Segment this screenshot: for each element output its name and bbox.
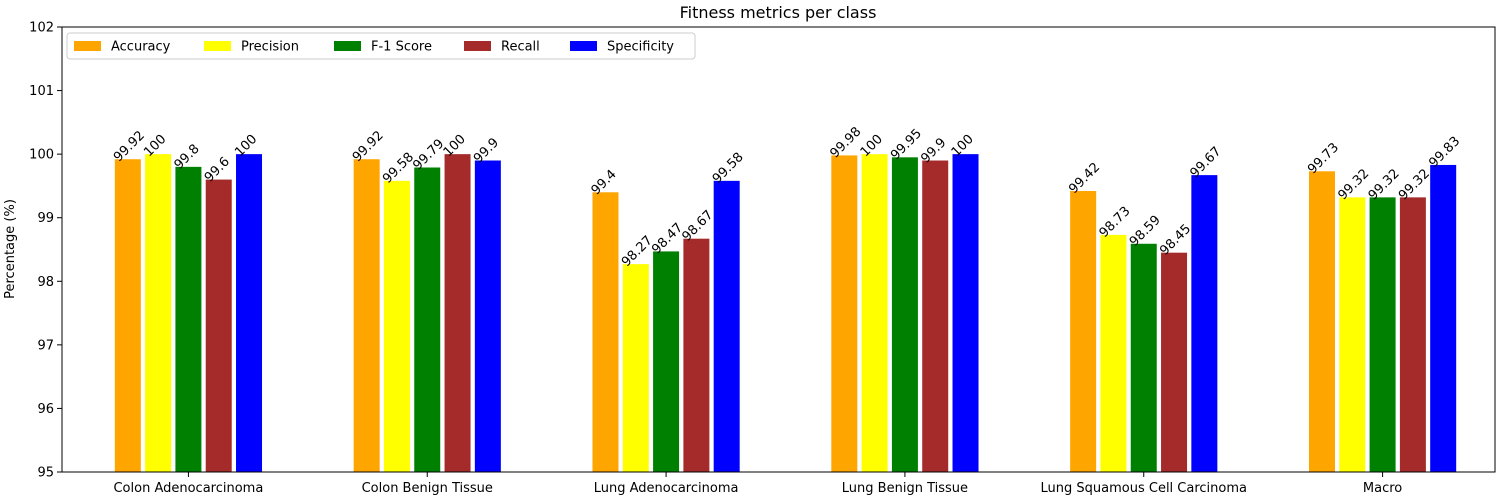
y-tick-label: 101	[29, 84, 54, 99]
x-tick-label: Lung Adenocarcinoma	[594, 481, 739, 496]
bar	[383, 180, 410, 473]
y-axis-label: Percentage (%)	[3, 199, 18, 299]
legend-swatch	[464, 41, 491, 51]
bar	[236, 154, 263, 472]
y-tick-label: 96	[37, 402, 54, 417]
bar	[1339, 197, 1366, 472]
bar	[622, 264, 649, 472]
y-tick-label: 98	[37, 275, 54, 290]
y-tick-label: 95	[37, 466, 54, 481]
bar	[175, 166, 202, 472]
legend-swatch	[570, 41, 597, 51]
bar	[1191, 175, 1218, 472]
bar	[891, 157, 918, 473]
bar	[683, 238, 710, 472]
legend-swatch	[204, 41, 231, 51]
bar	[1100, 234, 1127, 472]
x-tick-label: Colon Adenocarcinoma	[113, 481, 263, 496]
plot-frame	[61, 26, 1496, 473]
bar	[1369, 197, 1396, 472]
legend-label: F-1 Score	[371, 40, 432, 55]
bar	[592, 192, 619, 473]
bar	[414, 167, 441, 472]
bar	[922, 160, 949, 472]
bar	[353, 159, 380, 472]
legend-box	[66, 32, 696, 60]
bar	[831, 155, 858, 472]
bar	[1399, 197, 1426, 472]
legend-label: Precision	[241, 40, 299, 55]
y-tick-label: 99	[37, 211, 54, 226]
bar	[952, 154, 979, 472]
bar	[474, 160, 501, 472]
bar	[114, 159, 141, 472]
x-tick-label: Macro	[1363, 481, 1402, 496]
legend-label: Specificity	[607, 40, 674, 55]
bar	[205, 179, 232, 473]
legend-swatch	[74, 41, 101, 51]
legend-label: Accuracy	[111, 40, 171, 55]
bar	[444, 154, 471, 472]
chart-title: Fitness metrics per class	[680, 3, 877, 22]
bar	[1161, 252, 1188, 472]
bar	[1430, 164, 1457, 472]
x-tick-label: Colon Benign Tissue	[362, 481, 493, 496]
x-tick-label: Lung Squamous Cell Carcinoma	[1041, 481, 1247, 496]
bar	[861, 154, 888, 472]
y-tick-label: 100	[29, 148, 54, 163]
legend-swatch	[334, 41, 361, 51]
legend-label: Recall	[501, 40, 540, 55]
bar	[1070, 191, 1097, 472]
y-tick-label: 102	[29, 21, 54, 36]
legend: Accuracy Precision F-1 Score Recall Specific…	[66, 32, 696, 60]
bar	[145, 154, 172, 472]
x-tick-label: Lung Benign Tissue	[842, 481, 968, 496]
bar	[713, 180, 740, 473]
y-tick-label: 97	[37, 338, 54, 353]
bar	[1130, 243, 1157, 472]
bar	[1308, 171, 1335, 473]
bar	[653, 251, 680, 472]
